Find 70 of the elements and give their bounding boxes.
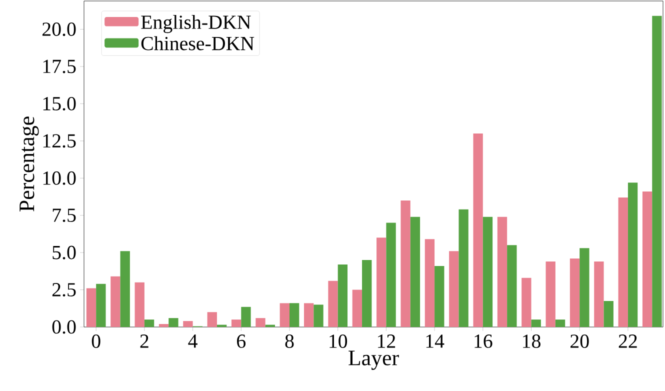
y-tick-label: 0.0 xyxy=(52,320,76,334)
bar xyxy=(183,321,193,327)
bar xyxy=(256,318,266,327)
bar xyxy=(362,260,372,327)
x-tick-label: 20 xyxy=(570,334,589,348)
bar xyxy=(628,182,638,327)
y-axis-title: Percentage xyxy=(20,116,39,212)
y-tick-label: 2.5 xyxy=(52,283,76,297)
bar xyxy=(555,320,566,327)
bar xyxy=(618,197,628,327)
bar xyxy=(570,258,580,327)
bar xyxy=(652,16,662,327)
bar xyxy=(314,304,324,327)
legend-label: Chinese-DKN xyxy=(141,36,254,50)
bar xyxy=(594,262,604,327)
bar xyxy=(507,245,517,327)
x-tick-label: 6 xyxy=(237,334,246,348)
bar xyxy=(604,300,614,327)
bar xyxy=(352,290,362,327)
x-tick-label: 10 xyxy=(330,334,348,348)
bar xyxy=(280,303,290,327)
bar xyxy=(473,133,483,327)
x-tick-label: 4 xyxy=(188,334,198,348)
x-tick-label: 14 xyxy=(426,334,444,348)
y-tick-label: 17.5 xyxy=(43,60,76,74)
bar xyxy=(110,276,120,327)
bar xyxy=(531,320,541,327)
bar xyxy=(642,192,652,327)
bar xyxy=(144,320,154,327)
bar xyxy=(168,318,178,327)
bar xyxy=(497,216,508,327)
bar xyxy=(376,238,386,327)
y-tick-label: 7.5 xyxy=(52,208,76,222)
bar xyxy=(207,312,217,327)
y-tick-label: 20.0 xyxy=(42,22,76,36)
legend-label: English-DKN xyxy=(141,14,251,34)
bar xyxy=(338,264,348,327)
x-tick-label: 18 xyxy=(523,334,540,348)
bar xyxy=(580,248,590,327)
x-tick-label: 22 xyxy=(618,334,637,348)
y-tick-label: 10.0 xyxy=(43,171,76,185)
bar xyxy=(328,280,338,327)
bar xyxy=(304,303,314,327)
bar xyxy=(449,251,459,327)
bar xyxy=(522,278,532,327)
x-axis-title: Layer xyxy=(348,350,399,370)
y-tick-label: 15.0 xyxy=(43,96,76,110)
bar xyxy=(434,266,444,327)
bar xyxy=(482,216,493,327)
bar xyxy=(96,284,106,327)
bar xyxy=(241,306,251,327)
bar xyxy=(158,324,169,327)
bar xyxy=(546,262,556,327)
x-tick-label: 2 xyxy=(140,334,148,348)
bar xyxy=(410,216,420,327)
x-tick-label: 12 xyxy=(378,334,396,348)
y-tick-label: 12.5 xyxy=(43,134,76,148)
bar xyxy=(120,251,130,327)
bar xyxy=(400,200,410,327)
bar xyxy=(231,320,242,327)
bar xyxy=(289,303,300,327)
bar xyxy=(86,288,96,327)
bar xyxy=(134,282,144,327)
x-tick-label: 16 xyxy=(474,334,492,348)
bar xyxy=(458,209,468,327)
bar xyxy=(386,222,396,327)
bar xyxy=(424,239,435,327)
y-tick-label: 5.0 xyxy=(52,246,76,260)
x-tick-label: 8 xyxy=(285,334,294,348)
x-tick-label: 0 xyxy=(92,334,100,348)
